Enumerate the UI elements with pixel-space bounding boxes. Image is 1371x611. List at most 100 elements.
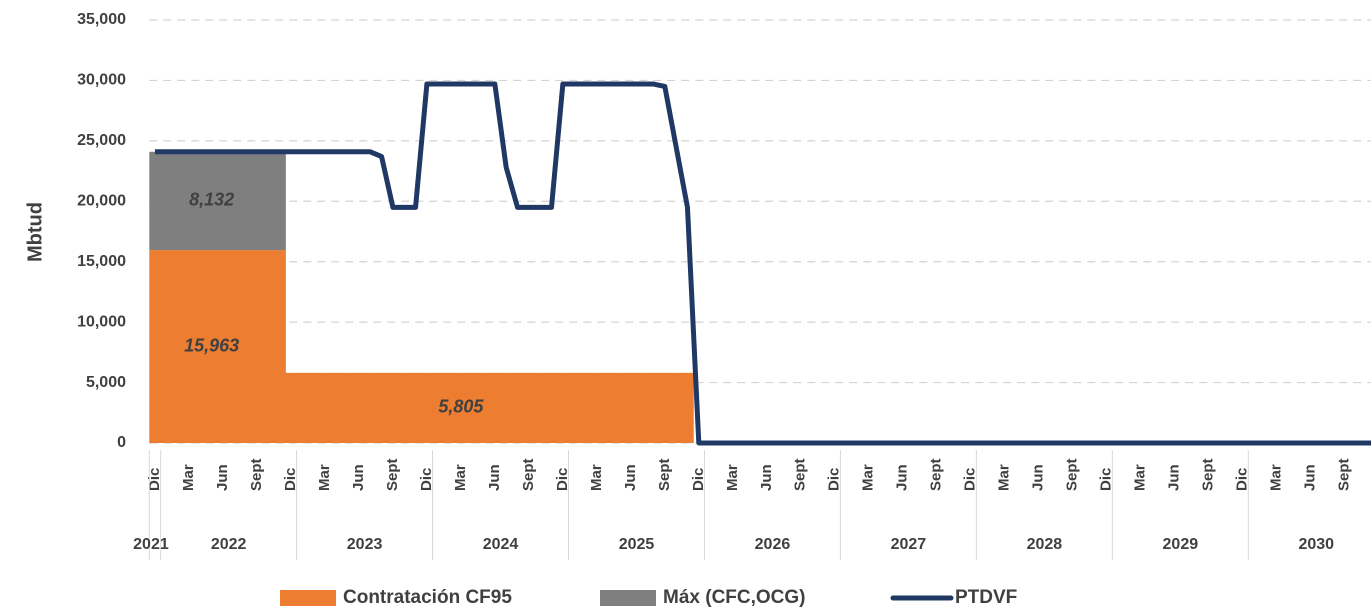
legend-label: Máx (CFC,OCG) xyxy=(663,587,806,608)
x-tick-label: Dic xyxy=(554,468,571,491)
bar xyxy=(183,151,196,251)
bar xyxy=(409,372,422,443)
bar xyxy=(296,372,309,443)
x-tick-label: Sept xyxy=(1064,458,1081,491)
data-label: 8,132 xyxy=(189,190,234,210)
bar xyxy=(251,151,264,251)
year-label: 2030 xyxy=(1298,536,1334,553)
y-tick-label: 25,000 xyxy=(77,132,126,149)
bar xyxy=(251,250,264,443)
x-tick-label: Jun xyxy=(758,464,775,491)
bar xyxy=(228,151,241,251)
bar xyxy=(625,372,638,443)
year-label: 2025 xyxy=(619,536,655,553)
bar xyxy=(534,372,547,443)
bar xyxy=(523,372,536,443)
bar xyxy=(160,250,173,443)
x-tick-label: Dic xyxy=(1098,468,1115,491)
bar xyxy=(387,372,400,443)
bar xyxy=(511,372,524,443)
year-label: 2021 xyxy=(133,536,169,553)
bar xyxy=(455,372,468,443)
x-tick-label: Sept xyxy=(520,458,537,491)
data-label: 15,963 xyxy=(184,335,239,355)
y-tick-label: 35,000 xyxy=(77,11,126,28)
x-tick-label: Sept xyxy=(928,458,945,491)
x-tick-label: Sept xyxy=(384,458,401,491)
x-tick-label: Mar xyxy=(996,464,1013,491)
bar xyxy=(183,250,196,443)
year-label: 2022 xyxy=(211,536,247,553)
x-tick-label: Sept xyxy=(1200,458,1217,491)
bar xyxy=(647,372,660,443)
legend-swatch xyxy=(600,590,656,606)
x-tick-label: Mar xyxy=(1132,464,1149,491)
bar xyxy=(239,250,252,443)
bar xyxy=(149,250,162,443)
bar xyxy=(613,372,626,443)
year-label: 2026 xyxy=(755,536,791,553)
legend-label: Contratación CF95 xyxy=(343,587,512,608)
bar xyxy=(171,250,184,443)
legend-label: PTDVF xyxy=(955,587,1017,608)
x-tick-label: Mar xyxy=(180,464,197,491)
x-tick-label: Jun xyxy=(894,464,911,491)
bar xyxy=(262,151,275,251)
bar xyxy=(591,372,604,443)
bar xyxy=(217,250,230,443)
bar xyxy=(273,250,286,443)
bar xyxy=(602,372,615,443)
x-tick-label: Jun xyxy=(1166,464,1183,491)
bar xyxy=(341,372,354,443)
bar xyxy=(375,372,388,443)
year-label: 2023 xyxy=(347,536,383,553)
bar xyxy=(500,372,513,443)
legend-swatch xyxy=(280,590,336,606)
line xyxy=(154,81,1371,446)
x-tick-label: Mar xyxy=(1268,464,1285,491)
bar xyxy=(319,372,332,443)
y-tick-label: 15,000 xyxy=(77,253,126,270)
x-tick-label: Dic xyxy=(282,468,299,491)
bar xyxy=(557,372,570,443)
bar xyxy=(194,151,207,251)
x-tick-label: Dic xyxy=(146,468,163,491)
bar xyxy=(489,372,502,443)
year-label: 2027 xyxy=(891,536,927,553)
x-tick-label: Sept xyxy=(1336,458,1353,491)
bar xyxy=(443,372,456,443)
y-tick-label: 30,000 xyxy=(77,72,126,89)
x-tick-label: Jun xyxy=(1302,464,1319,491)
bar xyxy=(330,372,343,443)
bar xyxy=(285,372,298,443)
x-tick-label: Mar xyxy=(452,464,469,491)
bar xyxy=(659,372,672,443)
bar xyxy=(636,372,649,443)
x-tick-label: Jun xyxy=(622,464,639,491)
x-tick-label: Dic xyxy=(1370,468,1371,491)
x-tick-label: Mar xyxy=(724,464,741,491)
bar xyxy=(545,372,558,443)
x-tick-label: Jun xyxy=(486,464,503,491)
x-tick-label: Dic xyxy=(1234,468,1251,491)
y-tick-label: 10,000 xyxy=(77,313,126,330)
x-tick-label: Mar xyxy=(860,464,877,491)
bar xyxy=(149,151,162,251)
bar xyxy=(205,250,218,443)
x-tick-label: Jun xyxy=(214,464,231,491)
data-label: 5,805 xyxy=(438,397,484,417)
x-tick-label: Jun xyxy=(1030,464,1047,491)
x-tick-label: Dic xyxy=(962,468,979,491)
bar xyxy=(205,151,218,251)
y-tick-label: 0 xyxy=(117,434,126,451)
bar xyxy=(171,151,184,251)
y-axis-label: Mbtud xyxy=(24,202,46,262)
bar xyxy=(579,372,592,443)
x-tick-label: Dic xyxy=(826,468,843,491)
y-tick-label: 20,000 xyxy=(77,193,126,210)
x-tick-label: Sept xyxy=(792,458,809,491)
x-tick-label: Mar xyxy=(588,464,605,491)
bar xyxy=(432,372,445,443)
bar xyxy=(364,372,377,443)
